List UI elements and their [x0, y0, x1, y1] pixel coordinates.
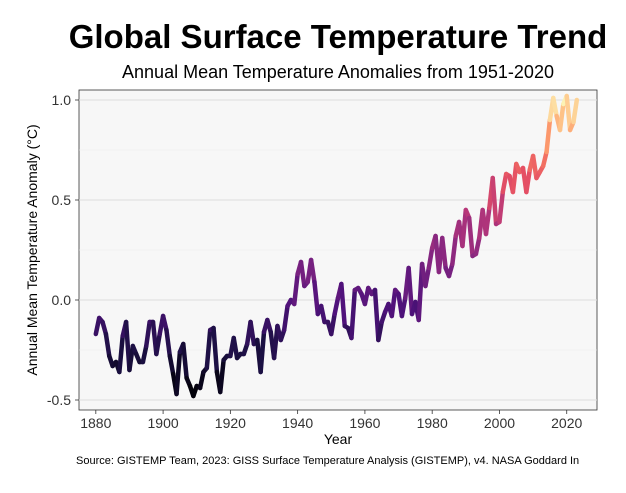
- x-tick-label: 1960: [349, 415, 380, 431]
- series-segment: [154, 331, 162, 357]
- series-segment: [530, 153, 539, 181]
- series-segment: [329, 311, 337, 337]
- series-segment: [103, 331, 112, 359]
- series-segment: [557, 101, 566, 133]
- series-segment: [204, 327, 213, 371]
- series-segment: [318, 303, 327, 325]
- series-segment: [423, 265, 432, 289]
- series-segment: [544, 117, 553, 155]
- series-segment: [312, 279, 321, 317]
- series-segment: [339, 281, 347, 329]
- x-tick-label: 1920: [215, 415, 246, 431]
- x-axis-label: Year: [324, 431, 353, 447]
- series-segment: [117, 333, 125, 375]
- series-segment: [450, 233, 458, 267]
- temperature-series: [93, 93, 580, 399]
- series-segment: [167, 353, 176, 377]
- series-segment: [258, 329, 267, 375]
- series-segment: [406, 265, 415, 317]
- series-segment: [144, 319, 152, 349]
- y-tick-label: 1.0: [52, 92, 72, 108]
- y-tick-label: 0.0: [52, 292, 72, 308]
- series-segment: [540, 149, 549, 169]
- series-segment: [389, 287, 398, 319]
- series-segment: [500, 171, 509, 195]
- series-segment: [473, 235, 482, 257]
- series-segment: [160, 313, 169, 333]
- series-segment: [551, 95, 559, 119]
- series-segment: [292, 271, 300, 307]
- series-segment: [466, 215, 475, 259]
- x-tick-label: 2000: [484, 415, 515, 431]
- series-segment: [497, 189, 506, 225]
- x-axis-ticks: 1880 1900 1920 1940 1960 1980 2000 2020: [80, 410, 583, 431]
- series-segment: [248, 319, 257, 347]
- y-axis-ticks: -0.5 0.0 0.5 1.0: [47, 92, 79, 408]
- series-segment: [174, 349, 183, 397]
- y-axis-label: Annual Mean Temperature Anomaly (°C): [24, 124, 40, 375]
- series-segment: [524, 167, 532, 195]
- series-segment: [440, 235, 448, 271]
- series-segment: [197, 369, 206, 391]
- x-tick-label: 2020: [551, 415, 582, 431]
- y-tick-label: -0.5: [47, 392, 71, 408]
- series-segment: [140, 343, 149, 365]
- series-segment: [308, 257, 317, 285]
- source-caption: Source: GISTEMP Team, 2023: GISS Surface…: [76, 455, 580, 467]
- series-segment: [211, 325, 220, 375]
- series-segment: [571, 97, 580, 125]
- series-segment: [164, 327, 173, 359]
- series-segment: [426, 245, 435, 271]
- y-tick-label: 0.5: [52, 192, 72, 208]
- series-segment: [399, 295, 408, 319]
- x-tick-label: 1880: [80, 415, 111, 431]
- series-segment: [332, 295, 341, 317]
- series-segment: [298, 259, 307, 289]
- x-tick-label: 1940: [282, 415, 313, 431]
- minor-gridlines: [79, 149, 597, 351]
- series-segment: [376, 319, 384, 343]
- x-tick-label: 1980: [417, 415, 448, 431]
- series-segment: [564, 93, 573, 133]
- chart-subtitle: Annual Mean Temperature Anomalies from 1…: [122, 62, 554, 82]
- series-segment: [490, 175, 499, 227]
- series-segment: [231, 335, 240, 361]
- chart-title: Global Surface Temperature Trend: [68, 18, 608, 55]
- series-segment: [349, 287, 358, 341]
- series-segment: [218, 357, 226, 395]
- x-tick-label: 1900: [148, 415, 179, 431]
- series-segment: [460, 207, 469, 249]
- series-segment: [483, 205, 492, 237]
- series-segment: [181, 341, 189, 381]
- series-segment: [510, 161, 519, 195]
- series-segment: [281, 303, 290, 333]
